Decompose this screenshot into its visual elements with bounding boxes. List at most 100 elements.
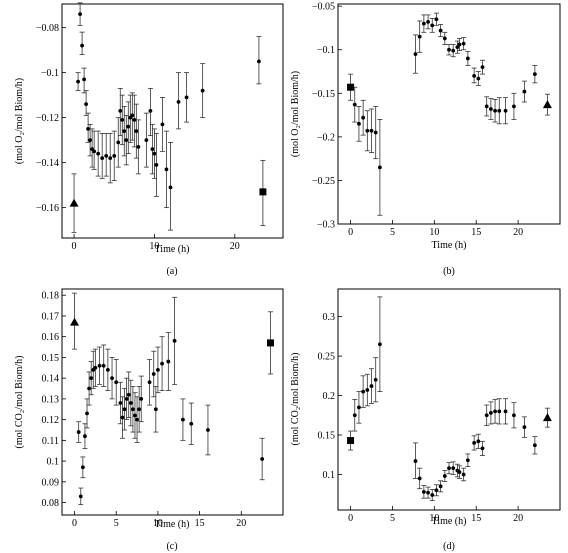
panel-c: Time (h) (mol CO₂/mol Biom/h) (c) (14, 288, 284, 552)
data-point (413, 52, 418, 56)
data-point (442, 474, 447, 478)
x-tick-label: 20 (513, 227, 523, 238)
data-point (76, 79, 80, 84)
data-point (365, 388, 370, 392)
data-point (172, 338, 177, 343)
data-point (144, 138, 149, 143)
data-point-triangle (542, 413, 552, 422)
data-point (164, 167, 169, 172)
data-point (154, 162, 159, 167)
data-point (96, 151, 101, 156)
data-point (114, 380, 119, 385)
data-point (369, 384, 374, 388)
data-point (120, 117, 125, 122)
data-point (480, 446, 485, 451)
data-point (377, 342, 382, 347)
y-tick-label: −0.12 (36, 113, 59, 124)
data-point (451, 466, 456, 471)
data-point (365, 128, 370, 133)
data-point (92, 149, 97, 154)
data-point (132, 117, 137, 122)
data-point (256, 59, 261, 64)
panel-b: Time (h) (mol O₂/mol Biom/h) (b) (290, 3, 561, 277)
y-tick-label: 0.18 (42, 291, 60, 302)
x-tick-label: 10 (149, 241, 159, 252)
data-point (373, 377, 378, 382)
data-point (361, 115, 366, 120)
plot-frame (61, 288, 284, 516)
y-tick-label: 0.1 (323, 470, 336, 481)
data-point (184, 95, 189, 100)
data-point (426, 490, 430, 495)
x-axis-title: Time (h) (432, 516, 467, 527)
data-point (417, 34, 422, 39)
y-tick-label: 0.14 (42, 374, 60, 385)
y-tick-label: 0.25 (318, 352, 336, 363)
data-point (206, 428, 210, 432)
data-point (484, 104, 489, 109)
data-point (147, 380, 152, 385)
data-point (472, 441, 477, 445)
data-point (512, 104, 516, 109)
data-point (493, 108, 497, 113)
data-point (124, 396, 129, 401)
data-point (461, 41, 466, 46)
data-point (447, 466, 451, 471)
data-point (438, 484, 443, 489)
data-point (434, 17, 439, 22)
data-point (413, 459, 418, 463)
data-point (133, 413, 137, 418)
y-tick-label: 0.09 (42, 477, 60, 488)
data-point (361, 389, 366, 394)
data-point (78, 12, 82, 17)
y-tick-label: −0.2 (317, 132, 335, 143)
x-tick-label: 10 (153, 518, 163, 529)
data-point (156, 367, 160, 372)
data-point (151, 372, 156, 376)
data-point (181, 417, 185, 422)
data-point (122, 129, 127, 134)
y-axis-title: (mol CO₂/mol Biom/h) (14, 356, 25, 449)
data-point-square (347, 83, 355, 91)
data-point (497, 108, 502, 113)
data-point (421, 489, 426, 494)
x-tick-label: 5 (114, 518, 119, 529)
data-point (352, 413, 357, 418)
data-point (168, 185, 173, 190)
y-axis-title: (mol CO₂/mol Biom/h) (290, 353, 301, 446)
data-point (369, 128, 374, 133)
panel-label: (b) (443, 266, 455, 277)
y-tick-label: 0.2 (323, 391, 336, 402)
data-point (421, 21, 426, 26)
y-tick-label: −0.1 (41, 68, 59, 79)
y-tick-label: 0.11 (42, 436, 59, 447)
data-point (110, 376, 114, 381)
y-tick-label: −0.05 (312, 2, 335, 13)
panel-label: (c) (166, 541, 177, 552)
data-point-triangle (70, 317, 80, 326)
y-axis-title: (mol O₂/mol Biom/h) (290, 71, 301, 157)
x-tick-label: 5 (390, 513, 395, 524)
panel-label: (a) (166, 266, 177, 277)
data-point (373, 130, 378, 135)
data-point (134, 129, 139, 134)
plot-frame (337, 288, 561, 511)
y-tick-label: 0.15 (42, 353, 60, 364)
data-point-triangle (542, 100, 552, 109)
data-point (522, 89, 527, 94)
data-point (447, 47, 451, 52)
x-tick-label: 15 (471, 227, 481, 238)
data-point (357, 405, 361, 410)
data-point (116, 140, 121, 145)
data-point-triangle (69, 198, 79, 207)
data-point (137, 407, 142, 412)
data-point (200, 88, 205, 93)
data-point (85, 411, 89, 416)
data-point (78, 494, 83, 499)
data-point (118, 108, 123, 113)
data-point (124, 138, 129, 143)
y-tick-label: 0.1 (47, 457, 60, 468)
data-point (112, 153, 117, 158)
data-point (97, 363, 102, 368)
